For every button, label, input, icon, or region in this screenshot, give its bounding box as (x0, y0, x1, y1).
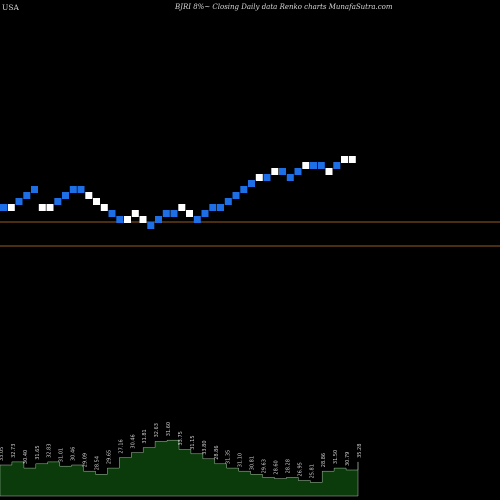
renko-brick-30-down (224, 198, 232, 205)
reference-lines (0, 221, 500, 247)
country-label: USA (2, 3, 19, 12)
volume-label: 31.35 (226, 450, 232, 464)
renko-brick-14-up (100, 204, 108, 211)
renko-brick-41-down (310, 162, 317, 169)
renko-brick-12-up (85, 192, 93, 199)
renko-brick-1-down (0, 204, 7, 211)
renko-brick-36-up (271, 168, 279, 175)
renko-brick-29-down (217, 204, 224, 211)
volume-label: 32.83 (47, 444, 53, 458)
renko-brick-35-down (263, 174, 271, 181)
renko-brick-43-up (325, 168, 333, 175)
renko-brick-27-down (201, 210, 209, 217)
renko-brick-21-down (155, 216, 162, 223)
renko-brick-18-up (131, 210, 139, 217)
renko-brick-11-down (77, 186, 85, 193)
volume-label: 25.81 (309, 464, 315, 478)
renko-brick-24-up (178, 204, 186, 211)
renko-brick-19-up (139, 216, 147, 223)
renko-brick-38-down (286, 174, 294, 181)
volume-label: 29.65 (106, 450, 112, 464)
renko-brick-20-down (147, 222, 155, 229)
volume-area (0, 440, 359, 497)
volume-label: 32.63 (154, 423, 160, 437)
renko-brick-15-down (108, 210, 116, 217)
volume-label: 30.46 (71, 447, 77, 461)
renko-brick-44-down (333, 162, 341, 169)
renko-brick-42-down (317, 162, 325, 169)
volume-area-path (0, 440, 359, 497)
renko-brick-5-down (31, 186, 38, 193)
volume-label: 29.63 (262, 459, 268, 473)
renko-brick-32-down (240, 186, 248, 193)
renko-brick-34-up (255, 174, 263, 181)
renko-brick-9-down (62, 192, 69, 199)
renko-brick-39-down (294, 168, 302, 175)
renko-brick-28-down (209, 204, 217, 211)
volume-label: 26.95 (297, 462, 303, 476)
renko-brick-16-down (116, 216, 124, 223)
volume-label: 28.54 (95, 456, 101, 470)
renko-brick-40-up (302, 162, 310, 169)
volume-label: 31.01 (59, 448, 65, 462)
volume-label: 35.28 (357, 444, 363, 458)
renko-brick-3-down (15, 198, 23, 205)
volume-label: 28.86 (214, 445, 220, 459)
volume-label: 29.09 (83, 453, 89, 467)
volume-label: 27.16 (118, 439, 124, 453)
renko-brick-25-up (186, 210, 193, 217)
volume-label: 28.28 (285, 459, 291, 473)
volume-label: 32.73 (11, 444, 17, 458)
volume-label: 30.40 (23, 450, 29, 464)
volume-label: 31.81 (142, 429, 148, 443)
volume-label: 28.60 (274, 460, 280, 474)
renko-brick-37-down (279, 168, 286, 175)
renko-brick-10-down (69, 186, 77, 193)
renko-brick-31-down (232, 192, 240, 199)
volume-label: 33.75 (178, 431, 184, 445)
renko-brick-26-down (193, 216, 201, 223)
renko-brick-8-down (54, 198, 62, 205)
renko-brick-13-up (93, 198, 100, 205)
volume-label: 33.05 (0, 447, 5, 461)
volume-label: 31.15 (190, 435, 196, 449)
chart-title: BJRI 8%~ Closing Daily data Renko charts… (175, 3, 393, 11)
renko-brick-23-down (170, 210, 178, 217)
volume-label: 30.46 (130, 434, 136, 448)
renko-brick-45-up (341, 156, 348, 163)
renko-bricks (0, 156, 356, 229)
volume-label: 31.10 (238, 453, 244, 467)
volume-label: 30.79 (345, 452, 351, 466)
renko-brick-6-up (38, 204, 46, 211)
renko-brick-2-up (7, 204, 15, 211)
renko-brick-22-down (162, 210, 170, 217)
renko-brick-17-up (124, 216, 131, 223)
renko-brick-46-up (348, 156, 356, 163)
renko-brick-4-down (23, 192, 31, 199)
volume-labels: 33.05 32.73 30.40 31.65 32.83 31.01 30.46 29.09… (0, 422, 363, 479)
volume-label: 31.65 (35, 445, 41, 459)
volume-label: 31.50 (333, 450, 339, 464)
volume-label: 31.60 (166, 422, 172, 436)
renko-brick-7-up (46, 204, 54, 211)
volume-label: 33.80 (202, 440, 208, 454)
volume-label: 30.81 (250, 456, 256, 470)
renko-brick-33-down (248, 180, 255, 187)
volume-label: 28.86 (321, 453, 327, 467)
